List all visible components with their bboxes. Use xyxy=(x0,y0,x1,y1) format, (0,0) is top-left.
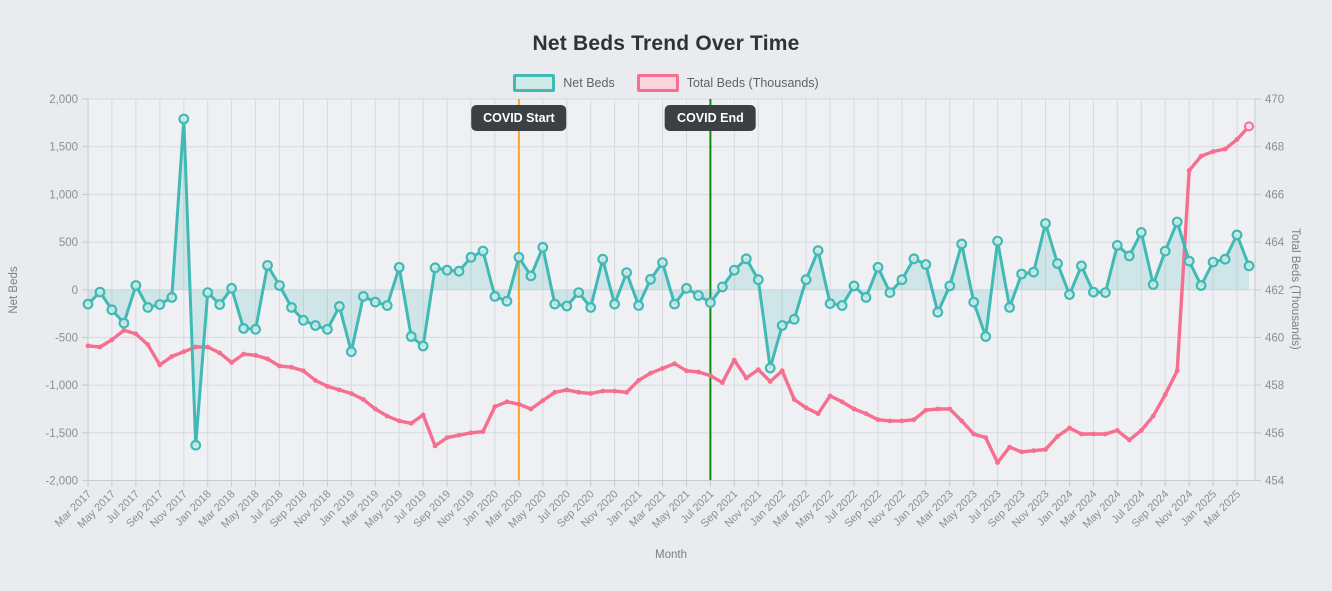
svg-text:0: 0 xyxy=(72,285,78,297)
legend-item-net-beds[interactable]: Net Beds xyxy=(513,74,615,92)
legend-label-net-beds: Net Beds xyxy=(563,76,615,90)
svg-text:1,000: 1,000 xyxy=(49,189,78,201)
legend-item-total-beds[interactable]: Total Beds (Thousands) xyxy=(636,74,819,92)
svg-text:466: 466 xyxy=(1265,189,1284,201)
covid-end-label: COVID End xyxy=(665,105,756,131)
net-beds-swatch xyxy=(513,74,556,92)
svg-text:-500: -500 xyxy=(55,332,78,344)
svg-text:500: 500 xyxy=(59,237,78,249)
svg-text:1,500: 1,500 xyxy=(49,142,78,154)
total-beds-swatch xyxy=(636,74,679,92)
chart-title: Net Beds Trend Over Time xyxy=(532,32,800,55)
legend-label-total-beds: Total Beds (Thousands) xyxy=(686,76,819,90)
right-axis-title: Total Beds (Thousands) xyxy=(1289,228,1301,350)
svg-text:-2,000: -2,000 xyxy=(45,476,78,488)
svg-text:456: 456 xyxy=(1265,428,1284,440)
svg-text:464: 464 xyxy=(1265,237,1285,249)
svg-text:468: 468 xyxy=(1265,142,1284,154)
covid-start-label: COVID Start xyxy=(471,105,567,131)
net-beds-markers xyxy=(82,113,1255,451)
left-tick-labels: 2,000 1,500 1,000 500 0 -500 -1,000 -1,500 -2,00… xyxy=(45,94,78,488)
total-beds-markers xyxy=(85,121,1254,465)
svg-text:458: 458 xyxy=(1265,380,1284,392)
svg-text:2,000: 2,000 xyxy=(49,94,78,106)
svg-text:460: 460 xyxy=(1265,332,1284,344)
svg-text:-1,000: -1,000 xyxy=(45,380,78,392)
svg-text:454: 454 xyxy=(1265,476,1285,488)
right-tick-labels: 470 468 466 464 462 460 458 456 454 xyxy=(1265,94,1285,488)
left-axis-title: Net Beds xyxy=(8,266,20,314)
svg-text:470: 470 xyxy=(1265,94,1284,106)
svg-text:462: 462 xyxy=(1265,285,1284,297)
x-axis-title: Month xyxy=(655,549,687,561)
legend: Net Beds Total Beds (Thousands) xyxy=(0,74,1332,92)
axes xyxy=(82,98,1261,487)
svg-text:-1,500: -1,500 xyxy=(45,428,78,440)
